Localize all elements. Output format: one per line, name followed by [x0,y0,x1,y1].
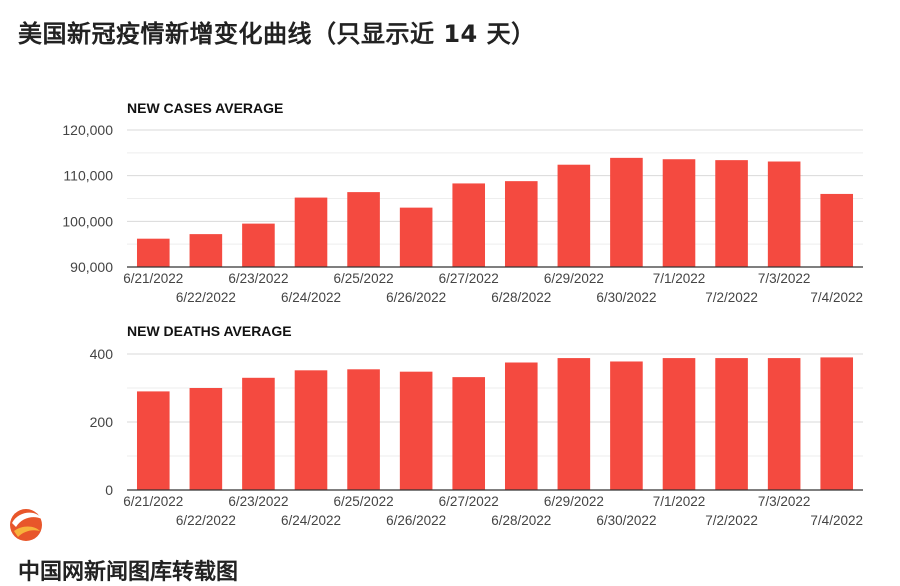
bar [504,181,538,267]
x-tick-label: 6/23/2022 [228,271,288,286]
bar [136,391,170,490]
bar [242,223,275,267]
y-tick-label: 200 [90,414,114,430]
x-tick-label: 7/4/2022 [810,513,863,528]
bar [399,207,433,267]
bar [452,183,486,267]
x-tick-label: 6/30/2022 [596,290,656,305]
chart-title: NEW DEATHS AVERAGE [127,323,292,339]
x-tick-label: 6/23/2022 [228,494,288,509]
x-tick-label: 7/2/2022 [705,290,758,305]
bar [557,164,591,267]
x-tick-label: 6/27/2022 [439,271,499,286]
bar [820,357,854,490]
bar [662,159,696,267]
x-tick-label: 7/3/2022 [758,494,811,509]
x-tick-label: 7/1/2022 [653,494,706,509]
bar [610,157,643,267]
bar [452,377,486,490]
y-tick-label: 90,000 [70,259,113,275]
bar [136,238,170,267]
bar [347,192,380,267]
x-tick-label: 7/4/2022 [810,290,863,305]
bar [189,388,223,490]
y-tick-label: 120,000 [62,122,113,138]
x-tick-label: 6/29/2022 [544,494,604,509]
bar [715,160,748,267]
chart-title: NEW CASES AVERAGE [127,100,283,116]
bar [242,377,275,490]
x-tick-label: 6/22/2022 [176,513,236,528]
x-tick-label: 7/1/2022 [653,271,706,286]
x-tick-label: 6/24/2022 [281,513,341,528]
x-tick-label: 7/3/2022 [758,271,811,286]
new-deaths-chart: NEW DEATHS AVERAGE 0 200 400 6/21/2022 6/22/2… [90,323,863,528]
x-tick-label: 7/2/2022 [705,513,758,528]
y-tick-label: 110,000 [63,168,113,184]
bar [294,197,328,267]
y-tick-label: 400 [90,346,114,362]
charts-canvas: NEW CASES AVERAGE 90,000 100,000 110,000 120… [62,100,863,528]
y-tick-label: 100,000 [62,213,113,229]
x-tick-label: 6/27/2022 [439,494,499,509]
x-tick-label: 6/25/2022 [334,271,394,286]
x-tick-label: 6/24/2022 [281,290,341,305]
x-tick-label: 6/21/2022 [123,494,183,509]
bar [399,371,433,490]
x-tick-label: 6/28/2022 [491,513,551,528]
page-title: 美国新冠疫情新增变化曲线（只显示近 14 天） [18,20,536,48]
y-tick-label: 0 [105,482,113,498]
x-tick-label: 6/21/2022 [123,271,183,286]
bar [820,193,854,267]
x-tick-label: 6/29/2022 [544,271,604,286]
bar [610,361,643,490]
x-tick-label: 6/28/2022 [491,290,551,305]
bar [662,358,696,490]
bar [347,369,380,490]
bar [504,362,538,490]
x-tick-label: 6/26/2022 [386,513,446,528]
x-tick-label: 6/22/2022 [176,290,236,305]
x-tick-label: 6/30/2022 [596,513,656,528]
bar [294,370,328,490]
bar [557,358,591,490]
new-cases-chart: NEW CASES AVERAGE 90,000 100,000 110,000 120… [62,100,863,305]
x-tick-label: 6/26/2022 [386,290,446,305]
bar [767,161,801,267]
bottom-caption: 中国网新闻图库转载图 [18,560,239,585]
x-tick-label: 6/25/2022 [334,494,394,509]
bar [715,358,748,490]
logo-icon [10,509,42,541]
bar [189,234,223,267]
bar [767,358,801,490]
